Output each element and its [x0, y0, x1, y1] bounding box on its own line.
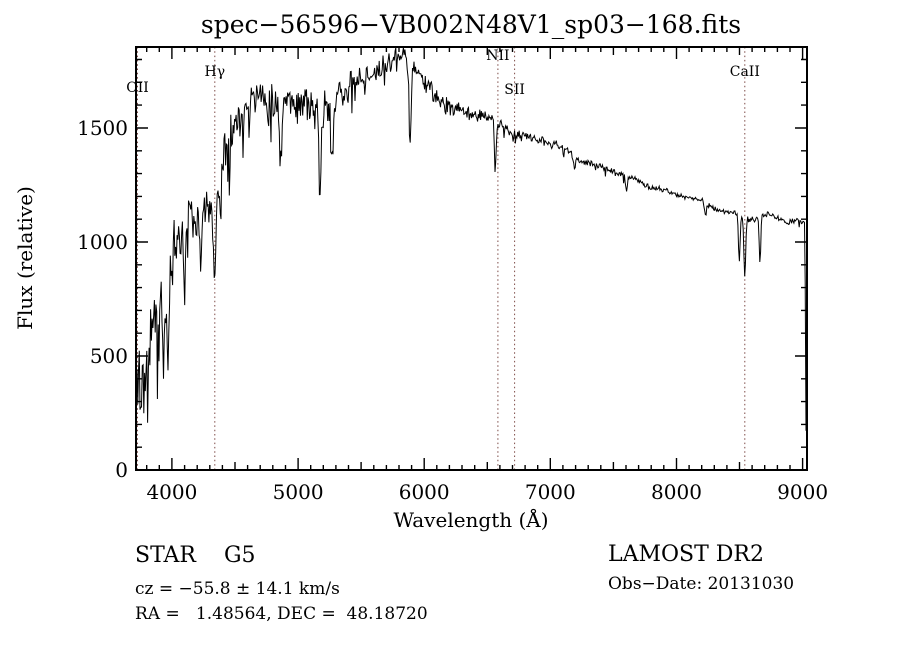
x-tick-label: 7000: [525, 480, 576, 504]
classification-text: STAR G5: [135, 543, 256, 568]
x-axis-label: Wavelength (Å): [393, 507, 548, 532]
y-tick-label: 0: [115, 458, 128, 482]
obs-date-text: Obs−Date: 20131030: [608, 574, 795, 594]
tick-marks: [136, 47, 807, 470]
tick-labels: 4000 5000 6000 7000 8000 9000 0 500 1000 1500: [77, 116, 828, 504]
radec-text: RA = 1.48564, DEC = 48.18720: [135, 604, 428, 624]
x-tick-label: 9000: [777, 480, 828, 504]
x-tick-label: 6000: [399, 480, 450, 504]
x-tick-label: 8000: [651, 480, 702, 504]
spectral-line-label: CaII: [730, 64, 760, 80]
survey-text: LAMOST DR2: [608, 542, 764, 567]
spectral-line-markers: OII Hγ NII SII CaII: [126, 47, 760, 470]
plot-title: spec−56596−VB002N48V1_sp03−168.fits: [201, 10, 741, 39]
y-tick-label: 1500: [77, 116, 128, 140]
spectral-line-label: OII: [126, 80, 149, 96]
y-tick-label: 1000: [77, 230, 128, 254]
spectrum-trace: [135, 47, 807, 431]
spectral-line-label: NII: [486, 48, 509, 64]
x-tick-label: 5000: [273, 480, 324, 504]
x-tick-label: 4000: [146, 480, 197, 504]
plot-border: [135, 46, 808, 471]
y-tick-label: 500: [90, 344, 128, 368]
axis-ticks: [136, 47, 807, 470]
spectral-line-label: Hγ: [205, 64, 226, 80]
redshift-text: cz = −55.8 ± 14.1 km/s: [135, 579, 340, 599]
y-axis-label: Flux (relative): [13, 186, 37, 330]
spectral-line-label: SII: [504, 82, 525, 98]
